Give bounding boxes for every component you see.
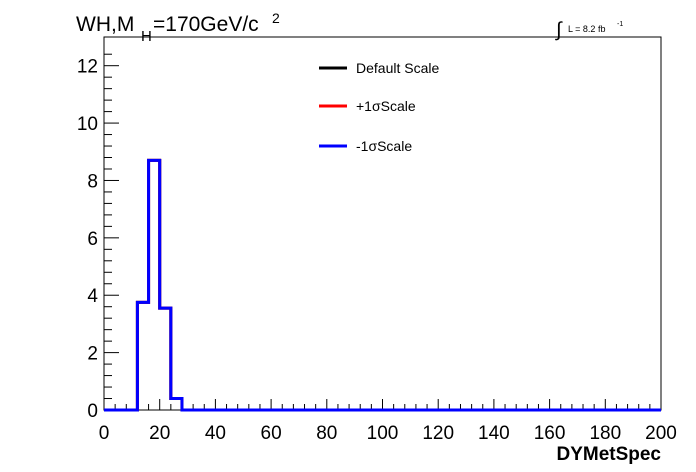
lumi-integral-sign: ∫: [555, 19, 563, 41]
x-tick-label: 180: [589, 423, 621, 444]
x-tick-label: 40: [205, 423, 226, 444]
x-tick-label: 0: [99, 423, 110, 444]
legend-label-default-scale: Default Scale: [356, 60, 439, 76]
lumi-superscript: -1: [617, 21, 623, 28]
y-tick-label: 10: [77, 114, 98, 135]
plot-frame: [103, 36, 662, 411]
x-tick-label: 120: [422, 423, 454, 444]
legend-label-plus1sigma: +1σScale: [356, 98, 416, 114]
x-axis-ticks: 0 20 40 60 80 100 120 140 160 180 200: [99, 399, 677, 444]
y-tick-label: 12: [77, 57, 98, 78]
chart-title-superscript: 2: [272, 10, 280, 26]
x-tick-label: 60: [261, 423, 282, 444]
series-line-1: [104, 158, 661, 412]
x-tick-label: 100: [367, 423, 399, 444]
series-line-2: [104, 158, 661, 412]
x-tick-label: 160: [534, 423, 566, 444]
x-tick-label: 140: [478, 423, 510, 444]
x-tick-label: 20: [149, 423, 170, 444]
y-tick-label: 4: [87, 286, 98, 307]
chart-title-rest: =170GeV/c: [153, 13, 259, 36]
x-tick-label: 200: [645, 423, 677, 444]
x-axis-title: DYMetSpec: [556, 444, 661, 465]
series-layer: [104, 158, 661, 412]
y-axis-ticks: 0 2 4 6 8 10 12: [77, 53, 119, 422]
legend-label-minus1sigma: -1σScale: [356, 138, 412, 154]
x-tick-label: 80: [316, 423, 337, 444]
y-tick-label: 2: [87, 344, 98, 365]
chart-title-main: WH,M: [76, 13, 134, 36]
y-tick-label: 6: [87, 229, 98, 250]
lumi-label: L = 8.2 fb: [568, 24, 605, 34]
series-line-0: [104, 158, 661, 412]
y-tick-label: 0: [87, 401, 98, 422]
legend: Default Scale +1σScale -1σScale: [319, 60, 439, 154]
y-tick-label: 8: [87, 171, 98, 192]
